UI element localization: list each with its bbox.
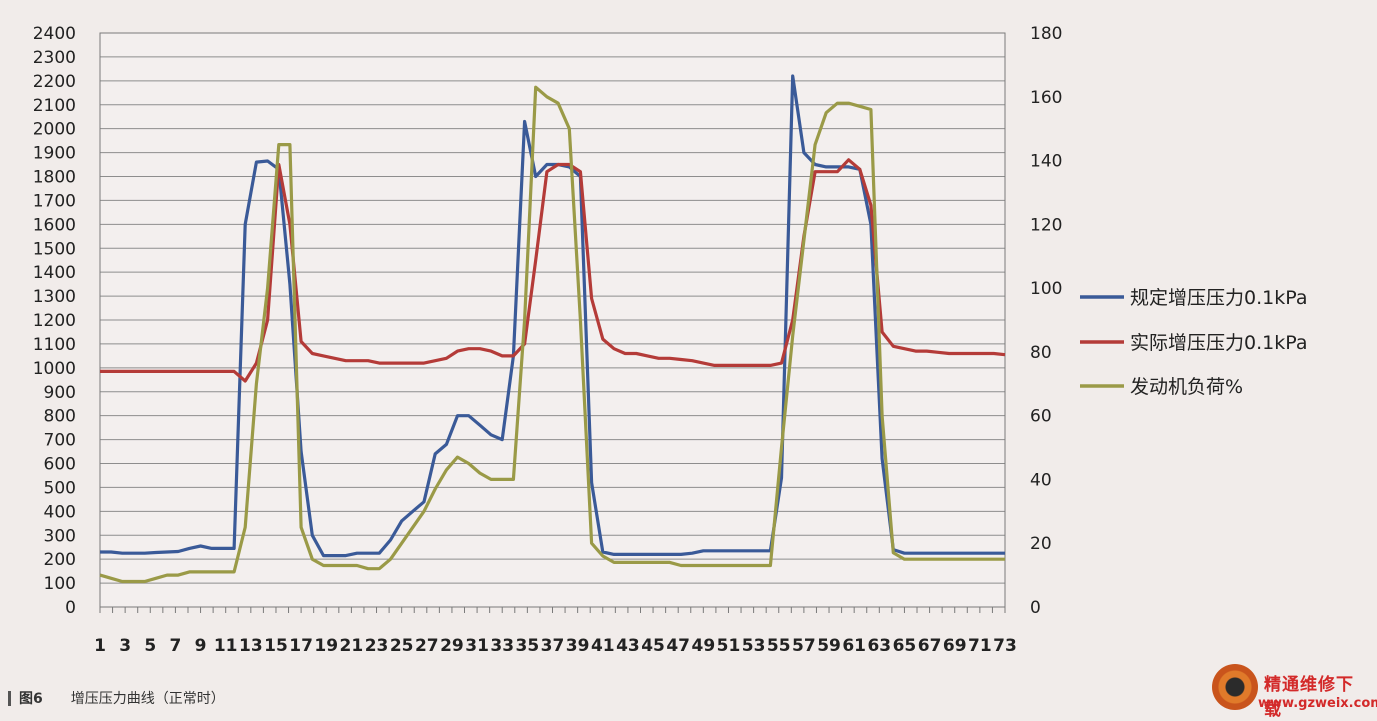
x-tick-label: 23	[365, 636, 389, 656]
x-tick-label: 25	[390, 636, 414, 656]
left-tick-label: 1600	[33, 215, 76, 235]
left-tick-label: 600	[44, 455, 76, 475]
x-tick-label: 33	[490, 636, 514, 656]
left-tick-label: 300	[44, 526, 76, 546]
left-tick-label: 400	[44, 502, 76, 522]
right-tick-label: 160	[1030, 88, 1062, 108]
x-tick-label: 15	[264, 636, 288, 656]
x-tick-label: 9	[195, 636, 207, 656]
x-tick-label: 39	[566, 636, 590, 656]
grid-lines	[99, 32, 1006, 608]
x-tick-label: 29	[440, 636, 464, 656]
left-tick-label: 1800	[33, 168, 76, 188]
legend-label: 发动机负荷%	[1130, 376, 1243, 398]
right-tick-label: 180	[1030, 24, 1062, 44]
left-tick-label: 1300	[33, 287, 76, 307]
caption-marker	[8, 690, 11, 706]
left-tick-label: 0	[65, 598, 76, 618]
right-tick-label: 20	[1030, 534, 1052, 554]
right-tick-label: 60	[1030, 407, 1052, 427]
x-tick-label: 13	[239, 636, 263, 656]
x-tick-label: 21	[340, 636, 364, 656]
x-tick-label: 3	[119, 636, 131, 656]
x-tick-label: 5	[144, 636, 156, 656]
caption-text: 增压压力曲线（正常时）	[70, 691, 225, 707]
x-tick-label: 51	[717, 636, 741, 656]
x-tick-label: 71	[968, 636, 992, 656]
left-tick-label: 1700	[33, 191, 76, 211]
right-axis: 0 20 40 60 80 100 120 140 160 180	[1030, 24, 1062, 618]
left-tick-label: 2200	[33, 72, 76, 92]
left-tick-label: 1100	[33, 335, 76, 355]
right-tick-label: 120	[1030, 215, 1062, 235]
x-tick-label: 17	[289, 636, 313, 656]
x-tick-label: 45	[641, 636, 665, 656]
left-tick-label: 2300	[33, 48, 76, 68]
right-tick-label: 0	[1030, 598, 1041, 618]
x-tick-label: 7	[169, 636, 181, 656]
left-tick-label: 2100	[33, 96, 76, 116]
right-tick-label: 140	[1030, 152, 1062, 172]
chart: 0100200300400500600700800900100011001200…	[33, 24, 1308, 656]
left-tick-label: 1400	[33, 263, 76, 283]
x-tick-label: 55	[767, 636, 791, 656]
legend-label: 规定增压压力0.1kPa	[1130, 287, 1307, 309]
x-tick-label: 35	[516, 636, 540, 656]
x-tick-label: 41	[591, 636, 615, 656]
x-tick-label: 59	[817, 636, 841, 656]
x-tick-label: 43	[616, 636, 640, 656]
x-tick-label: 73	[993, 636, 1017, 656]
caption-figure-number: 图6	[19, 691, 43, 707]
x-tick-label: 67	[918, 636, 942, 656]
left-tick-label: 700	[44, 431, 76, 451]
x-tick-label: 69	[943, 636, 967, 656]
watermark-url: www.gzweix.com	[1258, 696, 1377, 711]
x-tick-label: 47	[666, 636, 690, 656]
series-line-2	[100, 158, 1006, 383]
left-tick-label: 1000	[33, 359, 76, 379]
right-tick-label: 80	[1030, 343, 1052, 363]
left-tick-label: 200	[44, 550, 76, 570]
series-lines	[99, 74, 1006, 584]
left-tick-label: 900	[44, 383, 76, 403]
left-axis: 0 100 200 300 400 500 600 700 800 900 1000 1100 1200…	[33, 24, 76, 618]
x-tick-label: 63	[867, 636, 891, 656]
x-tick-label: 19	[314, 636, 338, 656]
left-tick-label: 800	[44, 407, 76, 427]
x-tick-label: 57	[792, 636, 816, 656]
x-tick-label: 11	[214, 636, 238, 656]
x-tick-label: 61	[842, 636, 866, 656]
x-tick-label: 65	[893, 636, 917, 656]
x-tick-label: 31	[465, 636, 489, 656]
left-tick-label: 1900	[33, 144, 76, 164]
x-tick-label: 53	[742, 636, 766, 656]
left-tick-label: 500	[44, 478, 76, 498]
x-tick-label: 1	[94, 636, 106, 656]
watermark-title: 精通维修下载	[1264, 675, 1354, 720]
figure-caption: 图6 增压压力曲线（正常时）	[8, 688, 225, 708]
right-tick-label: 40	[1030, 470, 1052, 490]
left-tick-label: 100	[44, 574, 76, 594]
x-tick-label: 49	[691, 636, 715, 656]
legend-label: 实际增压压力0.1kPa	[1130, 332, 1307, 354]
right-tick-label: 100	[1030, 279, 1062, 299]
watermark: 精通维修下载 www.gzweix.com	[1208, 660, 1377, 720]
legend: 规定增压压力0.1kPa 实际增压压力0.1kPa 发动机负荷%	[1080, 287, 1307, 398]
left-tick-label: 2400	[33, 24, 76, 44]
x-tick-label: 27	[415, 636, 439, 656]
x-tick-label: 37	[541, 636, 565, 656]
series-line-3	[99, 85, 1005, 584]
watermark-logo-icon	[1212, 664, 1258, 710]
series-line-1	[100, 74, 1005, 558]
left-tick-label: 1200	[33, 311, 76, 331]
left-tick-label: 1500	[33, 239, 76, 259]
x-axis: 1 3 5 7 9 11 13 15 17 19 21 23 25 27 29 31 33 35 37 39 41 43 4…	[94, 607, 1017, 656]
left-tick-label: 2000	[33, 120, 76, 140]
